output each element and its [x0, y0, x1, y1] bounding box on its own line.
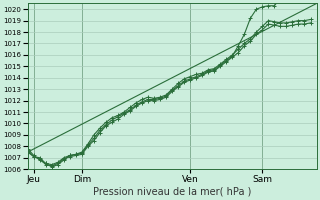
X-axis label: Pression niveau de la mer( hPa ): Pression niveau de la mer( hPa ) [93, 187, 251, 197]
